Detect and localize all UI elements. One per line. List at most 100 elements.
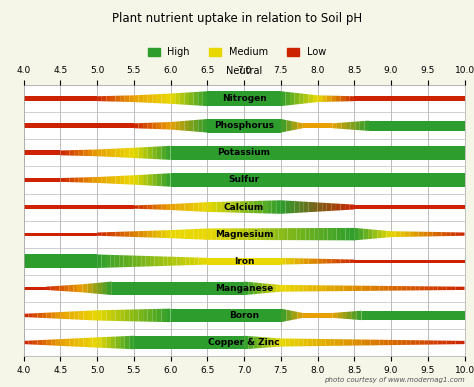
Polygon shape: [59, 205, 64, 209]
Polygon shape: [301, 228, 305, 240]
Polygon shape: [244, 336, 249, 349]
Polygon shape: [56, 151, 61, 155]
Polygon shape: [286, 310, 292, 321]
Polygon shape: [310, 228, 314, 240]
Polygon shape: [148, 123, 152, 129]
Polygon shape: [70, 178, 74, 182]
Polygon shape: [277, 146, 282, 160]
Polygon shape: [119, 255, 124, 267]
Polygon shape: [285, 285, 290, 292]
Polygon shape: [385, 96, 390, 101]
Polygon shape: [215, 146, 219, 160]
Polygon shape: [102, 337, 106, 348]
Polygon shape: [314, 228, 319, 240]
Polygon shape: [290, 92, 295, 105]
Polygon shape: [141, 256, 146, 267]
Polygon shape: [108, 123, 112, 128]
Polygon shape: [260, 173, 264, 187]
Polygon shape: [159, 256, 163, 266]
Polygon shape: [272, 91, 276, 106]
Polygon shape: [263, 258, 267, 265]
Polygon shape: [460, 260, 465, 263]
Polygon shape: [377, 230, 382, 238]
Polygon shape: [102, 176, 106, 183]
Polygon shape: [35, 287, 40, 290]
Polygon shape: [438, 286, 442, 290]
Polygon shape: [358, 173, 362, 187]
Polygon shape: [381, 96, 385, 101]
Polygon shape: [33, 313, 37, 318]
Polygon shape: [379, 340, 384, 345]
Polygon shape: [331, 146, 336, 160]
Polygon shape: [94, 123, 99, 128]
Polygon shape: [180, 229, 184, 239]
Polygon shape: [331, 259, 336, 264]
Polygon shape: [309, 173, 313, 187]
Polygon shape: [221, 91, 226, 106]
Polygon shape: [79, 150, 83, 156]
Polygon shape: [330, 339, 335, 346]
Polygon shape: [196, 336, 200, 349]
Polygon shape: [336, 96, 340, 102]
Polygon shape: [286, 173, 291, 187]
Polygon shape: [116, 282, 121, 295]
Polygon shape: [97, 149, 102, 156]
Polygon shape: [199, 258, 203, 265]
Polygon shape: [178, 336, 182, 349]
Polygon shape: [295, 201, 299, 213]
Polygon shape: [378, 121, 383, 131]
Polygon shape: [97, 283, 102, 294]
Polygon shape: [363, 260, 367, 263]
Polygon shape: [327, 173, 331, 187]
Text: Manganese: Manganese: [215, 284, 273, 293]
Polygon shape: [189, 203, 193, 211]
Polygon shape: [231, 336, 235, 349]
Polygon shape: [37, 205, 41, 209]
Polygon shape: [165, 282, 169, 295]
Polygon shape: [357, 286, 362, 291]
Polygon shape: [297, 312, 303, 319]
Polygon shape: [323, 228, 328, 240]
Polygon shape: [341, 122, 346, 129]
Polygon shape: [196, 282, 200, 295]
Polygon shape: [184, 203, 189, 211]
Polygon shape: [166, 122, 171, 130]
Polygon shape: [206, 309, 210, 322]
Polygon shape: [349, 173, 353, 187]
Polygon shape: [61, 233, 65, 236]
Polygon shape: [230, 91, 235, 106]
Polygon shape: [339, 286, 344, 291]
Polygon shape: [88, 177, 92, 183]
Polygon shape: [121, 205, 125, 209]
Polygon shape: [258, 258, 263, 265]
Polygon shape: [235, 201, 239, 213]
Polygon shape: [423, 232, 428, 236]
Polygon shape: [414, 121, 419, 131]
Polygon shape: [106, 176, 111, 183]
Polygon shape: [40, 287, 46, 290]
Polygon shape: [33, 340, 37, 345]
Polygon shape: [211, 146, 215, 160]
Polygon shape: [37, 233, 42, 236]
Polygon shape: [92, 310, 97, 320]
Polygon shape: [51, 312, 56, 319]
Polygon shape: [157, 204, 162, 210]
Polygon shape: [46, 96, 51, 101]
Polygon shape: [372, 96, 376, 101]
Polygon shape: [351, 122, 355, 130]
Polygon shape: [268, 309, 272, 322]
Polygon shape: [125, 205, 129, 209]
Polygon shape: [429, 311, 433, 320]
Polygon shape: [391, 231, 396, 237]
Polygon shape: [99, 123, 103, 128]
Polygon shape: [292, 121, 297, 130]
Polygon shape: [83, 150, 88, 156]
Polygon shape: [322, 173, 327, 187]
Polygon shape: [308, 285, 312, 291]
Polygon shape: [175, 229, 180, 239]
Polygon shape: [332, 228, 337, 240]
Polygon shape: [125, 310, 129, 321]
Polygon shape: [253, 336, 258, 349]
Polygon shape: [138, 147, 143, 159]
Polygon shape: [340, 146, 344, 160]
